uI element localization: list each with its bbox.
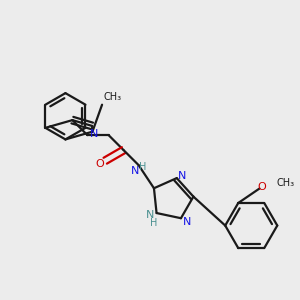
Text: O: O (257, 182, 266, 192)
Text: N: N (130, 166, 139, 176)
Text: CH₃: CH₃ (104, 92, 122, 102)
Text: N: N (146, 210, 154, 220)
Text: CH₃: CH₃ (277, 178, 295, 188)
Text: O: O (95, 159, 104, 169)
Text: N: N (178, 171, 187, 181)
Text: N: N (182, 217, 191, 227)
Text: H: H (139, 162, 146, 172)
Text: H: H (150, 218, 158, 228)
Text: N: N (90, 129, 98, 139)
